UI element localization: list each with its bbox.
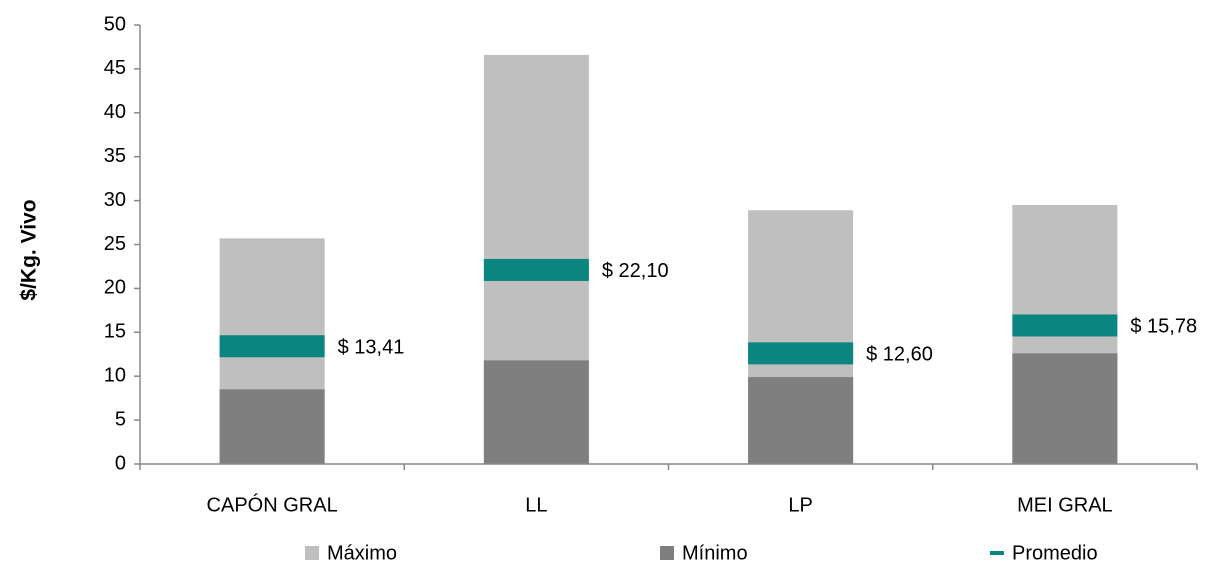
x-tick-label: CAPÓN GRAL [207,493,338,516]
average-marker [748,342,854,365]
y-tick-label: 45 [104,57,126,79]
y-tick-label: 10 [104,364,126,386]
bar [483,360,589,464]
y-tick-label: 35 [104,145,126,167]
x-tick-label: LP [788,494,812,516]
legend-swatch [305,546,319,560]
legend-label: Máximo [327,542,397,564]
data-label: $ 15,78 [1130,316,1197,338]
legend-swatch [990,551,1004,555]
x-tick-label: MEI GRAL [1017,494,1113,516]
legend-swatch [660,546,674,560]
average-marker [1012,314,1118,337]
average-marker [483,258,589,281]
data-label: $ 12,60 [866,344,933,366]
average-marker [219,335,325,358]
y-tick-label: 0 [115,452,126,474]
y-axis-label: $/Kg. Vivo [18,199,41,300]
bar [1012,353,1118,464]
legend-label: Mínimo [682,542,748,564]
y-tick-label: 40 [104,101,126,123]
legend-label: Promedio [1012,542,1098,564]
y-tick-label: 15 [104,321,126,343]
bar [748,377,854,464]
y-tick-label: 25 [104,233,126,255]
bar [219,389,325,464]
y-tick-label: 5 [115,408,126,430]
data-label: $ 13,41 [338,337,405,359]
y-tick-label: 30 [104,189,126,211]
data-label: $ 22,10 [602,260,669,282]
y-tick-label: 50 [104,13,126,35]
x-tick-label: LL [525,494,547,516]
y-tick-label: 20 [104,277,126,299]
